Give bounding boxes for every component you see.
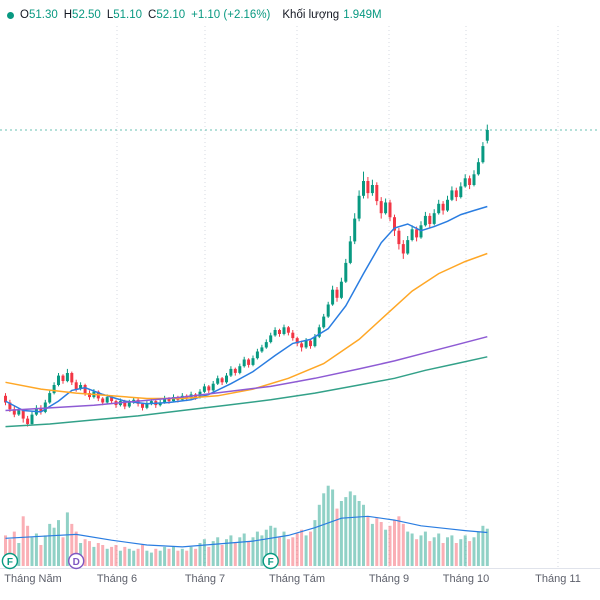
month-label: Tháng Năm xyxy=(4,573,61,585)
candles xyxy=(4,124,489,427)
volume-bars xyxy=(4,485,489,566)
ohlc-legend: O 51.30 H 52.50 L 51.10 C 52.10 +1.10 (+… xyxy=(7,9,382,21)
svg-text:F: F xyxy=(268,557,274,568)
high-label: H xyxy=(63,9,73,21)
low-label: L xyxy=(106,9,114,21)
change-value: +1.10 (+2.16%) xyxy=(191,9,271,21)
close-label: C xyxy=(148,9,157,21)
open-label: O xyxy=(20,9,29,21)
month-label: Tháng 9 xyxy=(369,573,409,585)
svg-text:D: D xyxy=(73,557,80,568)
ma-slow-purple xyxy=(5,335,488,412)
month-label: Tháng 7 xyxy=(185,573,225,585)
volume-ma-line xyxy=(5,515,488,548)
volume-value: 1.949M xyxy=(343,9,382,21)
high-value: 52.50 xyxy=(72,9,101,21)
time-axis[interactable]: Tháng Năm Tháng 6 Tháng 7 Tháng Tám Tháng 9 T… xyxy=(0,568,600,586)
svg-text:F: F xyxy=(7,557,13,568)
event-badge-d-icon xyxy=(67,552,85,570)
month-label: Tháng Tám xyxy=(269,573,325,585)
month-label: Tháng 11 xyxy=(535,573,581,585)
ma-fast-blue xyxy=(5,205,488,413)
close-value: 52.10 xyxy=(156,9,186,21)
event-badge-f-icon xyxy=(1,552,19,570)
ma-mid-orange xyxy=(5,252,488,400)
volume-label: Khối lượng xyxy=(282,9,340,21)
ma-lines xyxy=(5,205,488,428)
month-label: Tháng 10 xyxy=(443,573,489,585)
month-label: Tháng 6 xyxy=(97,573,137,585)
open-value: 51.30 xyxy=(28,9,58,21)
low-value: 51.10 xyxy=(113,9,143,21)
ma-slowest-teal xyxy=(5,356,488,428)
series-color-marker xyxy=(7,11,14,19)
event-badge-f-icon xyxy=(262,552,279,570)
